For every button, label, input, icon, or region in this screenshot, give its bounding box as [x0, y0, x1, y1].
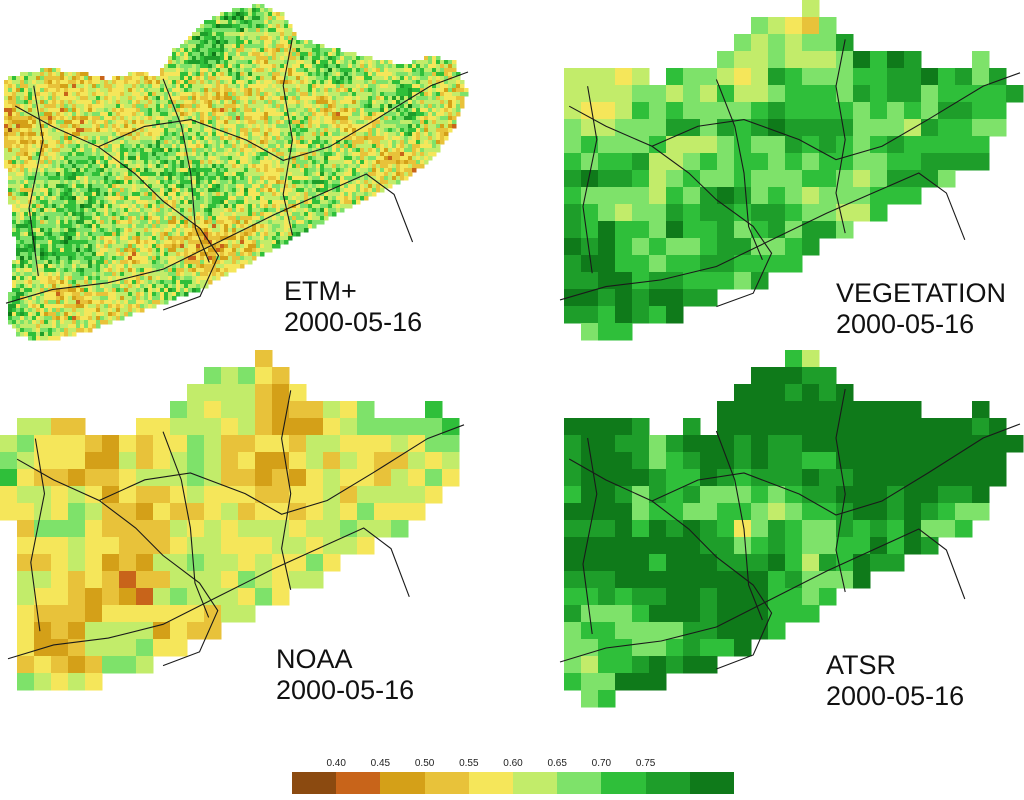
boundary-line: [282, 37, 293, 236]
panel-label-noaa: NOAA 2000-05-16: [276, 644, 414, 706]
date-label: 2000-05-16: [826, 681, 965, 711]
legend-tick-label: 0.70: [591, 758, 612, 769]
boundary-line: [715, 430, 763, 621]
panel-label-etm: ETM+ 2000-05-16: [284, 276, 422, 338]
legend-swatch: [689, 772, 735, 794]
map-raster-etm: [4, 4, 469, 341]
boundary-line: [98, 424, 465, 515]
legend-tick-label: 0.60: [503, 758, 523, 769]
boundary-line: [28, 85, 44, 277]
boundary-line: [835, 388, 846, 593]
boundary-line: [582, 437, 598, 635]
panel-label-atsr: ATSR 2000-05-16: [826, 650, 964, 712]
sensor-label: ETM+: [284, 276, 357, 306]
boundary-line: [162, 431, 210, 618]
boundary-line: [559, 528, 966, 663]
sensor-label: VEGETATION: [836, 278, 1007, 308]
boundary-line: [30, 438, 46, 632]
boundary-line: [568, 105, 773, 308]
date-label: 2000-05-16: [836, 309, 975, 339]
map-panel-atsr: ATSR 2000-05-16: [530, 350, 1024, 712]
legend-swatch: [292, 772, 337, 794]
legend-swatch: [468, 772, 514, 794]
boundary-line: [651, 72, 1021, 161]
legend-swatch: [513, 772, 558, 794]
boundary-line: [559, 172, 966, 301]
raster-cells: [4, 4, 469, 341]
boundary-line: [5, 173, 414, 304]
legend-swatch: [645, 772, 691, 794]
raster-cells: [564, 350, 1024, 708]
boundary-line: [568, 458, 773, 670]
boundary-line: [835, 39, 846, 234]
boundary-line: [651, 423, 1021, 516]
boundary-line: [162, 78, 210, 263]
map-raster-atsr: [559, 350, 1024, 708]
color-legend: 0.40 0.45 0.50 0.55 0.60 0.65 0.70 0.75: [292, 758, 735, 800]
boundary-line: [715, 79, 763, 261]
date-label: 2000-05-16: [276, 675, 415, 705]
legend-tick-label: 0.40: [326, 758, 346, 769]
map-raster-noaa: [0, 350, 465, 691]
map-panel-vegetation: VEGETATION 2000-05-16: [530, 0, 1024, 360]
boundary-line: [16, 458, 219, 667]
legend-swatch: [557, 772, 602, 794]
legend-tick-label: 0.50: [414, 758, 435, 769]
boundary-line: [98, 71, 469, 161]
legend-tick-label: 0.65: [547, 758, 567, 769]
sensor-label: NOAA: [276, 644, 353, 674]
boundary-line: [7, 527, 410, 660]
boundary-line: [14, 105, 220, 311]
panel-label-vegetation: VEGETATION 2000-05-16: [836, 278, 1006, 340]
legend-tick-label: 0.55: [459, 758, 479, 769]
boundary-line: [281, 390, 292, 591]
legend-swatch: [424, 772, 470, 794]
legend-swatch: [336, 772, 381, 794]
legend-tick-label: 0.75: [635, 758, 656, 769]
legend-tick-label: 0.45: [370, 758, 391, 769]
boundary-line: [582, 86, 598, 274]
map-raster-vegetation: [559, 0, 1024, 341]
raster-cells: [0, 350, 460, 691]
raster-cells: [564, 0, 1024, 341]
map-panel-noaa: NOAA 2000-05-16: [0, 350, 480, 710]
legend-swatch: [601, 772, 647, 794]
legend-swatch: [380, 772, 426, 794]
date-label: 2000-05-16: [284, 307, 423, 337]
sensor-label: ATSR: [826, 650, 897, 680]
map-panel-etm: ETM+ 2000-05-16: [0, 0, 480, 360]
